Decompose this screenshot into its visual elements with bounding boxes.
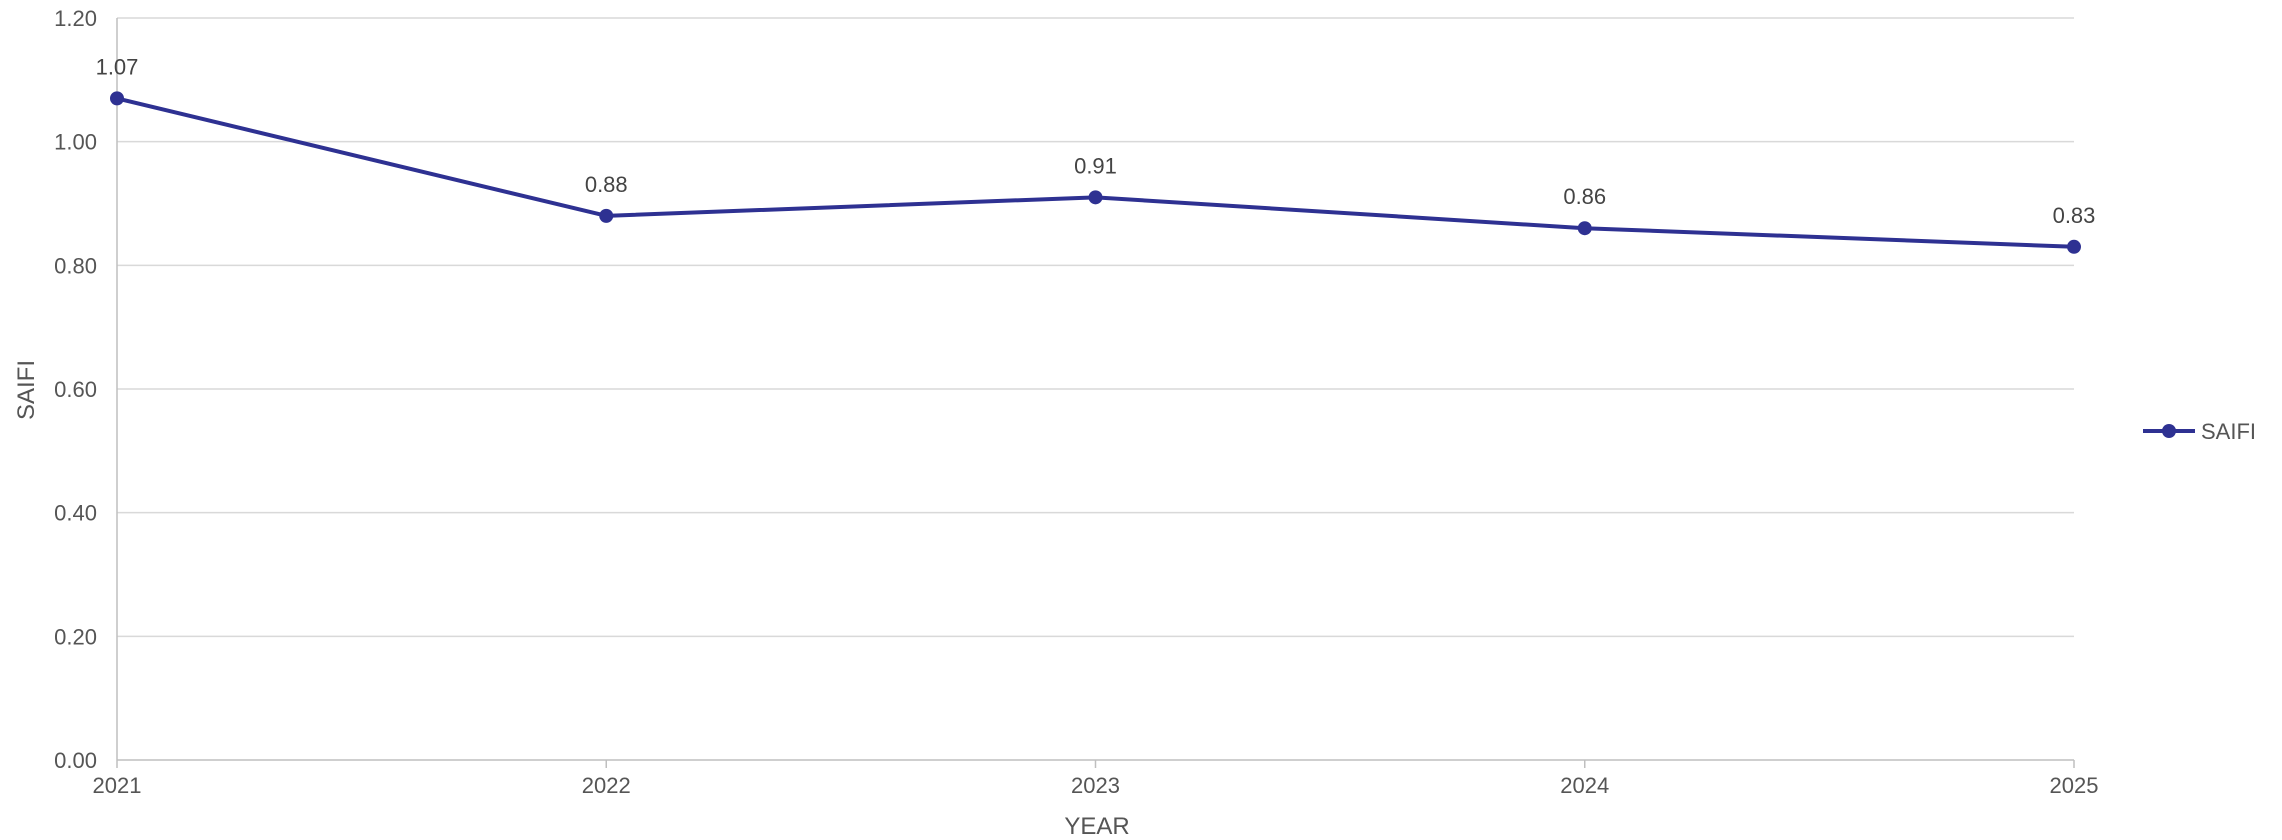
data-label: 0.88 <box>585 172 628 197</box>
y-tick-label: 0.80 <box>54 253 97 278</box>
y-tick-label: 1.00 <box>54 130 97 155</box>
legend[interactable]: SAIFI <box>2143 419 2256 444</box>
data-point <box>1577 221 1592 236</box>
data-label: 1.07 <box>96 54 139 79</box>
data-point <box>110 91 124 106</box>
data-label: 0.86 <box>1563 184 1606 209</box>
data-labels: 1.07 0.88 0.91 0.86 0.83 <box>96 54 2096 227</box>
y-tick-label: 0.20 <box>54 624 97 649</box>
data-label: 0.83 <box>2053 203 2096 228</box>
x-tick-label: 2022 <box>582 773 631 798</box>
axes <box>116 18 2075 768</box>
y-tick-label: 0.00 <box>54 748 97 773</box>
x-axis-title: YEAR <box>1064 813 1129 840</box>
gridlines <box>117 17 2074 638</box>
legend-dot-marker <box>2162 424 2176 438</box>
data-label: 0.91 <box>1074 153 1117 178</box>
data-point <box>1088 190 1103 205</box>
data-point <box>599 208 614 223</box>
y-tick-label: 0.60 <box>54 377 97 402</box>
x-tick-labels: 2021 2022 2023 2024 2025 <box>93 773 2099 798</box>
x-tick-label: 2025 <box>2050 773 2099 798</box>
series-layer <box>110 91 2081 254</box>
data-point <box>2067 239 2081 254</box>
y-tick-label: 0.40 <box>54 501 97 526</box>
x-tick-label: 2024 <box>1560 773 1609 798</box>
y-tick-labels: 0.00 0.20 0.40 0.60 0.80 1.00 1.20 <box>54 6 97 773</box>
x-tick-label: 2021 <box>93 773 142 798</box>
legend-label-saifi: SAIFI <box>2201 419 2256 444</box>
y-axis-title: SAIFI <box>13 360 40 420</box>
x-tick-label: 2023 <box>1071 773 1120 798</box>
y-tick-label: 1.20 <box>54 6 97 31</box>
